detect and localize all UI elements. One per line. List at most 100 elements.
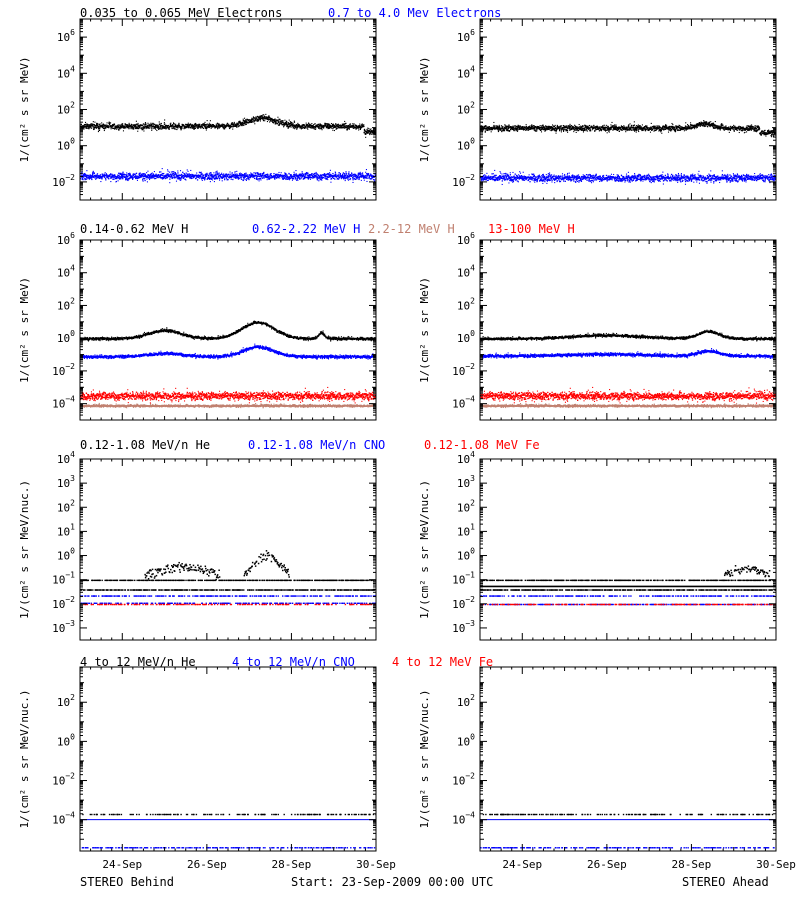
data-point xyxy=(374,173,376,175)
data-point xyxy=(169,182,171,184)
data-point xyxy=(171,174,173,176)
data-point xyxy=(517,124,519,127)
data-point xyxy=(115,127,117,129)
data-point xyxy=(121,175,123,177)
data-point xyxy=(486,128,488,130)
data-point xyxy=(205,124,207,126)
data-point xyxy=(755,131,758,133)
data-point xyxy=(305,126,307,128)
data-point xyxy=(324,176,326,178)
data-point xyxy=(325,124,327,126)
data-point xyxy=(744,129,747,131)
data-point xyxy=(361,123,363,125)
data-point xyxy=(714,127,716,129)
data-point xyxy=(616,127,618,130)
data-point xyxy=(198,126,200,128)
data-point xyxy=(309,123,311,126)
data-point xyxy=(259,120,261,122)
data-point xyxy=(261,177,264,179)
data-point xyxy=(658,130,660,132)
data-point xyxy=(589,127,591,129)
data-point xyxy=(150,125,152,127)
data-point xyxy=(735,126,737,129)
data-point xyxy=(636,129,638,131)
data-point xyxy=(343,173,346,175)
data-point xyxy=(322,176,325,179)
data-point xyxy=(342,126,345,129)
data-point xyxy=(179,179,181,181)
data-point xyxy=(348,126,351,128)
data-point xyxy=(275,123,277,125)
data-point xyxy=(344,180,346,182)
data-point xyxy=(325,123,327,125)
data-point xyxy=(303,124,306,126)
data-point xyxy=(258,175,261,178)
data-point xyxy=(320,175,322,177)
data-point xyxy=(562,127,564,130)
data-point xyxy=(96,175,98,177)
data-point xyxy=(612,129,614,131)
data-point xyxy=(142,124,144,126)
data-point xyxy=(304,175,306,178)
data-point xyxy=(741,127,743,129)
data-point xyxy=(138,173,140,175)
data-point xyxy=(497,128,499,130)
data-point xyxy=(750,125,752,127)
data-point xyxy=(126,172,128,174)
data-point xyxy=(659,126,661,128)
data-point xyxy=(620,126,622,129)
data-point xyxy=(260,115,262,118)
data-point xyxy=(150,173,152,175)
data-point xyxy=(751,126,753,128)
plot-area xyxy=(480,120,776,186)
data-point xyxy=(247,121,249,123)
data-point xyxy=(673,129,676,131)
data-point xyxy=(232,175,235,177)
data-point xyxy=(245,175,247,177)
data-point xyxy=(697,123,699,125)
data-point xyxy=(494,125,496,127)
data-point xyxy=(260,115,263,117)
data-point xyxy=(109,122,111,125)
data-point xyxy=(531,126,533,128)
data-point xyxy=(342,172,345,174)
data-point xyxy=(344,175,346,177)
data-point xyxy=(102,125,104,127)
data-point xyxy=(332,172,334,175)
data-point xyxy=(543,129,545,131)
data-point xyxy=(343,125,345,128)
data-point xyxy=(699,122,702,125)
data-point xyxy=(728,126,730,128)
data-point xyxy=(265,176,267,178)
data-point xyxy=(353,177,355,179)
data-point xyxy=(309,176,312,178)
data-point xyxy=(83,124,86,126)
data-point xyxy=(676,125,678,127)
data-point xyxy=(574,129,576,131)
data-point xyxy=(187,125,190,127)
data-point xyxy=(202,177,204,180)
data-point xyxy=(143,126,146,129)
data-point xyxy=(164,177,166,180)
data-point xyxy=(540,131,543,133)
data-point xyxy=(680,126,682,128)
data-point xyxy=(736,129,738,131)
data-point xyxy=(234,175,236,177)
data-point xyxy=(108,126,110,129)
data-point xyxy=(335,123,337,125)
data-point xyxy=(754,125,756,127)
data-point xyxy=(178,176,180,178)
data-point xyxy=(337,123,339,125)
data-point xyxy=(144,177,146,180)
data-point xyxy=(261,116,263,118)
data-point xyxy=(233,174,235,176)
data-point xyxy=(209,181,211,183)
data-point xyxy=(498,126,501,129)
data-point xyxy=(115,180,118,183)
data-point xyxy=(105,173,107,175)
data-point xyxy=(106,124,108,126)
data-point xyxy=(507,125,509,127)
data-point xyxy=(251,117,253,119)
data-point xyxy=(517,126,519,128)
data-point xyxy=(327,179,329,181)
